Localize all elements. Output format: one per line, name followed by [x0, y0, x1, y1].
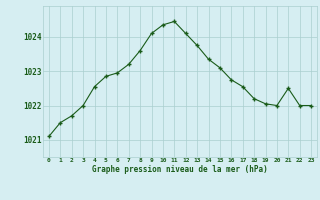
X-axis label: Graphe pression niveau de la mer (hPa): Graphe pression niveau de la mer (hPa)	[92, 165, 268, 174]
